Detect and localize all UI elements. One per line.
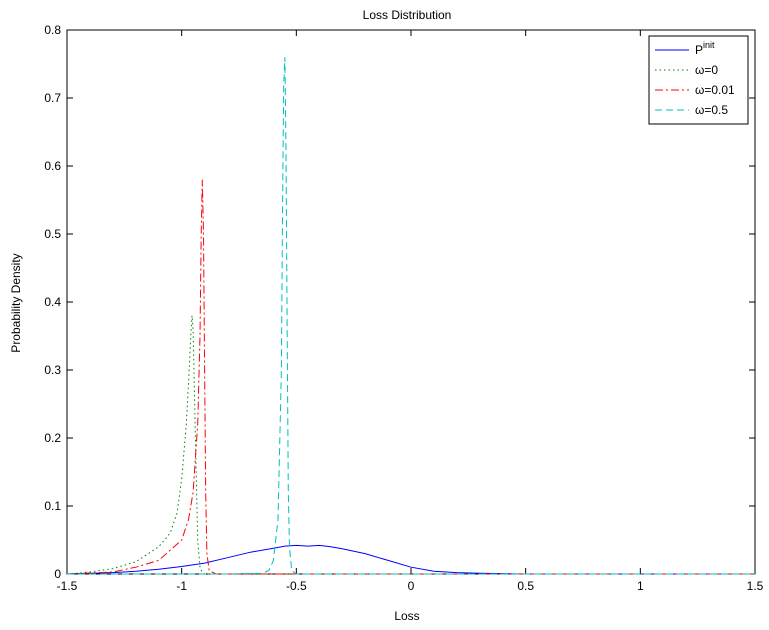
y-tick-label: 0.4 bbox=[44, 295, 61, 309]
chart-title: Loss Distribution bbox=[363, 8, 452, 22]
y-tick-label: 0.1 bbox=[44, 499, 61, 513]
legend-label-0: Pinit bbox=[695, 40, 715, 57]
series-line-1 bbox=[66, 315, 755, 575]
y-tick-label: 0.2 bbox=[44, 431, 61, 445]
y-tick-label: 0.5 bbox=[44, 227, 61, 241]
legend-label-3: ω=0.5 bbox=[695, 103, 728, 117]
series-line-0 bbox=[66, 544, 755, 575]
y-tick-label: 0.8 bbox=[44, 23, 61, 37]
y-tick-label: 0.6 bbox=[44, 159, 61, 173]
y-tick-label: 0.3 bbox=[44, 363, 61, 377]
x-tick-label: 1 bbox=[637, 579, 644, 593]
legend-label-2: ω=0.01 bbox=[695, 83, 735, 97]
x-tick-label: 0 bbox=[408, 579, 415, 593]
x-tick-label: -0.5 bbox=[286, 579, 307, 593]
x-tick-label: 1.5 bbox=[747, 579, 764, 593]
legend-box bbox=[648, 35, 749, 125]
x-tick-label: -1 bbox=[176, 579, 187, 593]
series-line-3 bbox=[67, 57, 755, 575]
legend: Pinit ω=0 ω=0.01 ω=0.5 bbox=[648, 35, 749, 125]
y-tick-label: 0.7 bbox=[44, 91, 61, 105]
plot-area: -1.5 -1 -0.5 0 0.5 1 1.5 0 0.1 0.2 0.3 0.4 0.5 0.6 0.7… bbox=[44, 23, 763, 593]
y-tick-label: 0 bbox=[54, 567, 61, 581]
x-axis-label: Loss bbox=[394, 609, 419, 623]
x-tick-label: -1.5 bbox=[57, 579, 78, 593]
y-axis-label: Probability Density bbox=[9, 253, 23, 352]
legend-label-1: ω=0 bbox=[695, 63, 718, 77]
x-tick-label: 0.5 bbox=[517, 579, 534, 593]
series-line-2 bbox=[66, 179, 755, 575]
